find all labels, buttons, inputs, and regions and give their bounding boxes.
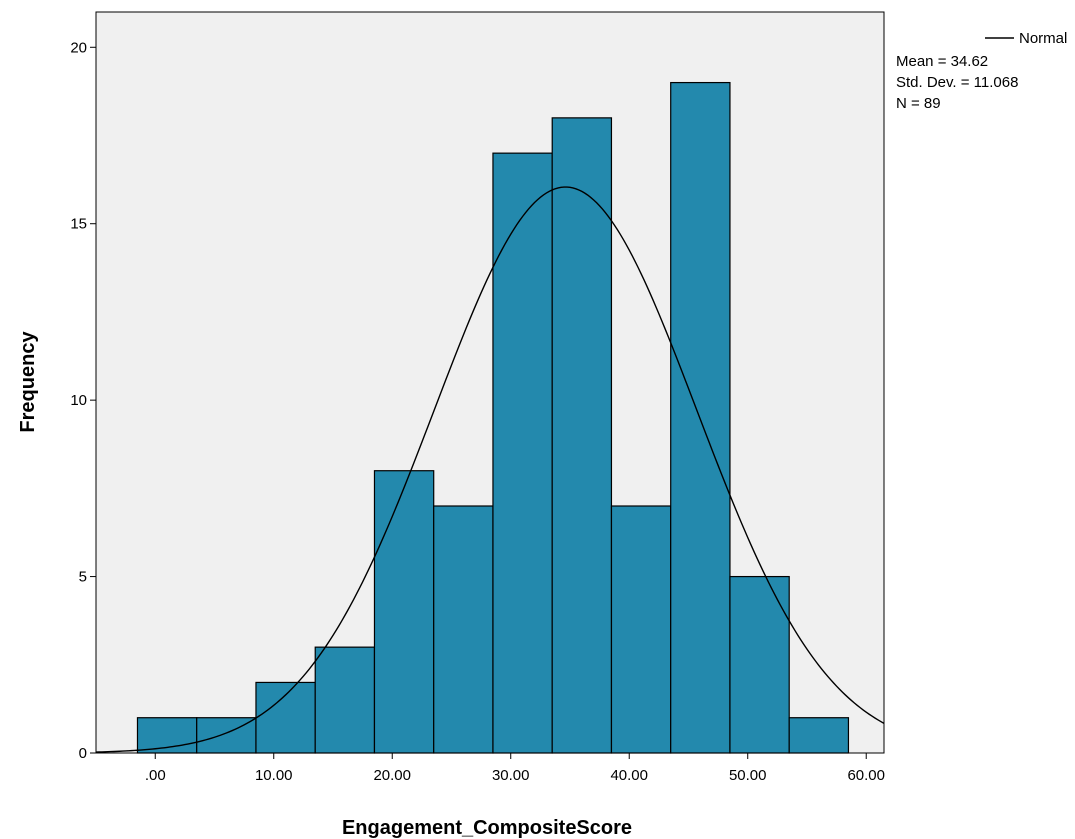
y-tick-label-0: 0 (79, 745, 87, 762)
legend-std-dev: Std. Dev. = 11.068 (896, 74, 1018, 91)
histogram-bar-10 (729, 575, 790, 754)
legend-mean: Mean = 34.62 (896, 53, 988, 70)
histogram-bar-6 (492, 152, 553, 754)
legend-n: N = 89 (896, 95, 941, 112)
x-tick-label-6: 60.00 (847, 767, 885, 784)
x-axis: .00 10.00 20.00 30.00 40.00 50.00 60.00 (145, 753, 885, 784)
y-axis-title: Frequency (17, 331, 39, 433)
legend: Normal Mean = 34.62 Std. Dev. = 11.068 N… (896, 30, 1067, 112)
histogram-bar-11 (788, 717, 850, 754)
x-tick-label-1: 10.00 (255, 767, 293, 784)
x-axis-title: Engagement_CompositeScore (342, 817, 632, 839)
histogram-bar-7 (551, 117, 613, 754)
y-tick-label-2: 10 (70, 392, 87, 409)
x-tick-label-4: 40.00 (610, 767, 648, 784)
x-tick-label-5: 50.00 (729, 767, 767, 784)
y-tick-label-4: 20 (70, 39, 87, 56)
y-axis: 0 5 10 15 20 (70, 39, 96, 762)
histogram-bar-4 (373, 470, 435, 754)
histogram-bar-2 (255, 681, 316, 754)
x-tick-label-3: 30.00 (492, 767, 530, 784)
x-tick-label-2: 20.00 (373, 767, 411, 784)
y-tick-label-3: 15 (70, 216, 87, 233)
normal-curve (95, 186, 885, 753)
histogram-bar-5 (433, 505, 494, 754)
legend-normal-label: Normal (1019, 30, 1067, 47)
y-tick-label-1: 5 (79, 569, 87, 586)
histogram-bar-3 (314, 646, 376, 754)
histogram-bar-8 (610, 505, 672, 754)
x-tick-label-0: .00 (145, 767, 166, 784)
